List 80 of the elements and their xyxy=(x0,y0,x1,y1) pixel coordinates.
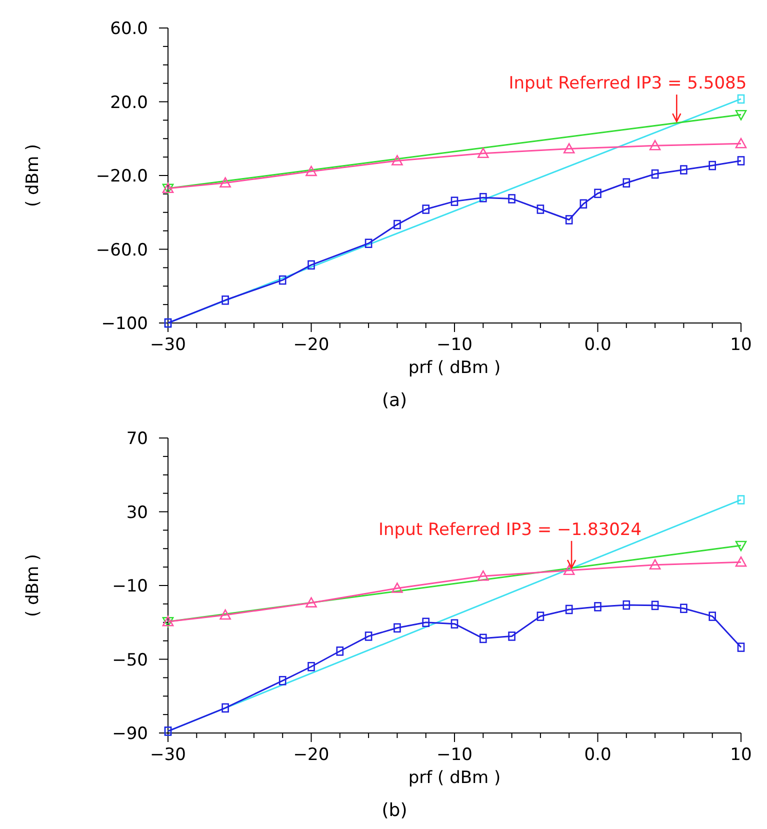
x-tick-label: 0.0 xyxy=(584,745,612,765)
y-axis-title: ( dBm ) xyxy=(23,144,43,208)
y-tick-label: −20.0 xyxy=(96,166,148,186)
x-tick-label: 10 xyxy=(730,745,752,765)
point xyxy=(580,199,588,209)
point xyxy=(708,160,716,170)
point xyxy=(708,612,716,621)
point xyxy=(336,646,344,656)
point xyxy=(306,597,317,608)
point xyxy=(680,165,688,174)
point xyxy=(394,623,401,633)
y-tick-label: 20.0 xyxy=(110,92,148,113)
point xyxy=(364,632,372,641)
point xyxy=(480,634,487,644)
y-tick-label: 70 xyxy=(126,429,148,449)
point xyxy=(680,604,688,614)
x-tick-label: −20 xyxy=(293,745,330,765)
point xyxy=(508,194,516,204)
x-tick-label: −30 xyxy=(150,335,186,355)
point xyxy=(478,570,489,581)
point xyxy=(735,556,747,567)
point xyxy=(735,138,747,148)
point xyxy=(649,559,661,570)
point xyxy=(536,204,544,214)
x-axis-title: prf ( dBm ) xyxy=(408,358,501,378)
y-tick-label: 60.0 xyxy=(110,19,148,39)
point xyxy=(563,564,575,576)
point xyxy=(563,143,575,154)
point xyxy=(392,155,403,166)
point xyxy=(278,275,286,285)
point xyxy=(508,632,516,641)
x-tick-label: −20 xyxy=(293,335,330,355)
x-tick-label: −30 xyxy=(150,745,186,765)
x-axis-title: prf ( dBm ) xyxy=(408,768,501,788)
point xyxy=(651,600,659,610)
x-tick-label: −10 xyxy=(436,745,472,765)
point xyxy=(450,196,458,206)
point xyxy=(306,166,317,176)
point xyxy=(222,295,229,305)
text: (a) xyxy=(382,390,408,411)
point xyxy=(450,619,458,628)
point xyxy=(737,642,745,652)
point xyxy=(622,178,630,188)
point xyxy=(422,618,430,628)
point xyxy=(737,495,745,504)
y-tick-label: −60.0 xyxy=(96,240,148,260)
point xyxy=(422,204,430,214)
point xyxy=(220,177,231,188)
point xyxy=(394,220,401,230)
point xyxy=(278,676,286,686)
point xyxy=(737,156,745,166)
text: (b) xyxy=(382,800,408,821)
y-tick-label: 30 xyxy=(126,502,148,523)
y-tick-label: −90 xyxy=(112,724,148,744)
x-tick-label: −10 xyxy=(436,335,472,355)
annotation: Input Referred IP3 = −1.83024 xyxy=(378,520,642,540)
point xyxy=(594,188,602,198)
y-tick-label: −10 xyxy=(112,576,148,596)
point xyxy=(480,192,487,202)
point xyxy=(565,604,573,614)
point xyxy=(308,260,315,270)
y-axis-title: ( dBm ) xyxy=(23,554,43,618)
point xyxy=(308,662,315,672)
point xyxy=(222,703,229,713)
point xyxy=(565,215,573,224)
point xyxy=(737,94,745,104)
x-tick-label: 10 xyxy=(730,335,752,355)
point xyxy=(392,582,403,593)
point xyxy=(622,600,630,610)
y-tick-label: −100 xyxy=(101,314,148,334)
y-tick-label: −50 xyxy=(112,650,148,670)
x-tick-label: 0.0 xyxy=(584,335,612,355)
point xyxy=(536,612,544,621)
point xyxy=(594,602,602,612)
annotation: Input Referred IP3 = 5.5085 xyxy=(508,74,747,94)
point xyxy=(651,169,659,179)
point xyxy=(364,238,372,248)
point xyxy=(478,148,489,158)
point xyxy=(220,609,231,620)
point xyxy=(649,140,661,150)
